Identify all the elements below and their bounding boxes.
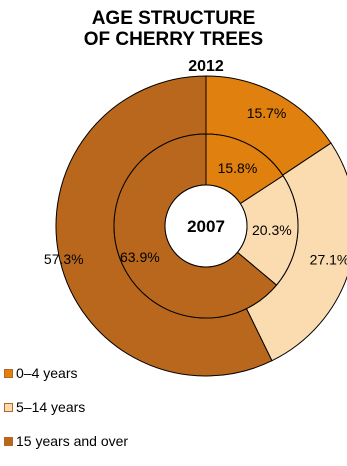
- inner-ring-year-label: 2007: [187, 217, 225, 236]
- legend-swatch-0-4-years: [4, 368, 13, 378]
- outer-label-0-4-years: 15.7%: [247, 105, 287, 121]
- chart-title-line-2: OF CHERRY TREES: [83, 29, 264, 50]
- inner-label-15-years-and-over: 63.9%: [120, 249, 160, 265]
- slice-labels: 15.7% 27.1% 57.3% 15.8% 20.3% 63.9%: [44, 105, 347, 267]
- center-hole: [164, 184, 248, 268]
- inner-label-5-14-years: 20.3%: [252, 222, 292, 238]
- legend: 0–4 years 5–14 years 15 years and over: [4, 364, 128, 466]
- inner-label-0-4-years: 15.8%: [218, 160, 258, 176]
- legend-swatch-5-14-years: [4, 402, 13, 412]
- chart-title: AGE STRUCTURE OF CHERRY TREES: [0, 8, 347, 50]
- legend-label-5-14-years: 5–14 years: [16, 399, 86, 415]
- outer-label-15-years-and-over: 57.3%: [44, 251, 84, 267]
- ring-names: 2012 2007: [187, 58, 225, 236]
- chart-title-line-1: AGE STRUCTURE: [91, 8, 256, 29]
- donut-chart: 2012 2007 15.7% 27.1% 57.3% 15.8% 20.3% 63.9%: [44, 58, 347, 377]
- outer-label-5-14-years: 27.1%: [310, 252, 347, 268]
- inner-ring: [113, 133, 299, 319]
- legend-label-15-years-and-over: 15 years and over: [16, 433, 129, 449]
- outer-ring-year-label: 2012: [188, 58, 224, 75]
- legend-item-15-years-and-over: 15 years and over: [4, 432, 128, 450]
- legend-label-0-4-years: 0–4 years: [16, 365, 78, 381]
- legend-item-5-14-years: 5–14 years: [4, 398, 128, 416]
- legend-item-0-4-years: 0–4 years: [4, 364, 128, 382]
- legend-swatch-15-years-and-over: [4, 436, 13, 446]
